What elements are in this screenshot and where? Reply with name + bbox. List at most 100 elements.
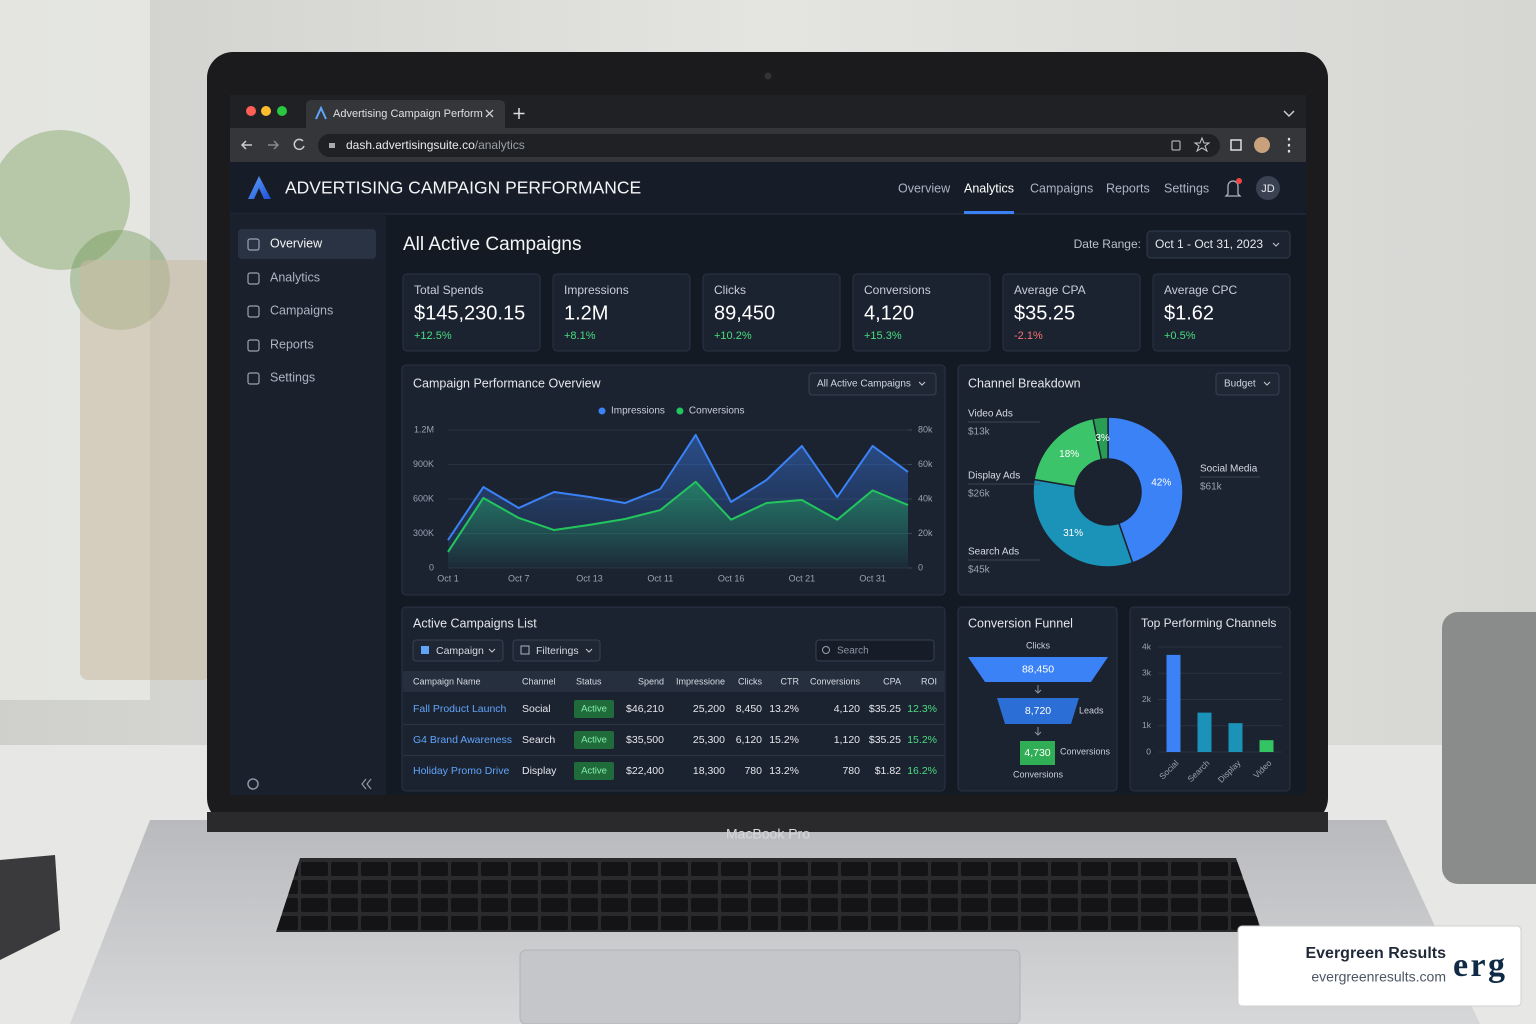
share-icon[interactable] (1171, 140, 1181, 151)
chevron (1272, 242, 1280, 247)
filter-dropdown[interactable] (808, 372, 937, 396)
sidebar-icon (247, 238, 260, 251)
address-bar[interactable] (318, 134, 1220, 157)
sidepanel-icon[interactable] (1230, 139, 1242, 151)
new-tab[interactable] (513, 108, 525, 119)
kpi-card (1002, 273, 1141, 352)
nav-link[interactable]: Campaigns (1030, 181, 1093, 195)
kpi-card (1152, 273, 1291, 352)
y2-tick-label: 20k (918, 528, 933, 538)
campaign-link[interactable]: Holiday Promo Drive (413, 765, 509, 777)
avatar[interactable] (1256, 176, 1280, 200)
forward-button[interactable] (268, 140, 280, 150)
cell: 12.3% (907, 703, 937, 715)
sidebar-settings[interactable] (247, 778, 259, 790)
profile-icon[interactable] (1254, 137, 1270, 153)
funnel-stage-name: Leads (1079, 705, 1104, 715)
panel (401, 606, 946, 792)
cell: 4,120 (834, 703, 860, 715)
cell: Search (522, 734, 555, 746)
filter-label: Filterings (536, 645, 579, 657)
slice-label: 31% (1063, 528, 1083, 539)
filter-button[interactable] (512, 639, 601, 662)
back-button[interactable] (240, 140, 252, 150)
y-tick-label: 4k (1142, 641, 1152, 651)
nav-link[interactable]: Analytics (964, 181, 1014, 195)
date-range-label: Date Range: (1074, 237, 1141, 251)
cell: $35,500 (626, 734, 664, 746)
app-logo (248, 176, 271, 199)
chevron (488, 648, 496, 653)
funnel-value: 8,720 (1025, 705, 1051, 717)
notifications[interactable] (1224, 180, 1242, 197)
search-icon (822, 646, 830, 654)
filter-button[interactable] (412, 639, 504, 662)
sidebar-item[interactable]: Reports (270, 337, 314, 351)
status-text: Active (581, 766, 607, 777)
slice-name: Search Ads (968, 547, 1019, 558)
date-range-picker[interactable] (1146, 230, 1291, 259)
legend-label: Impressions (611, 406, 665, 417)
mug (1442, 612, 1536, 884)
funnel-value: 88,450 (1022, 663, 1054, 675)
sidebar-icon (247, 339, 260, 352)
funnel-footer: Conversions (1013, 769, 1064, 779)
sidebar-item[interactable]: Settings (270, 370, 315, 384)
kpi-change: +0.5% (1164, 330, 1196, 342)
chevron (585, 648, 593, 653)
kpi-change: +8.1% (564, 330, 596, 342)
nav-link[interactable]: Overview (898, 181, 951, 195)
status-text: Active (581, 704, 607, 715)
cell: $1.82 (875, 765, 901, 777)
y2-tick-label: 60k (918, 459, 933, 469)
kpi-label: Impressions (564, 283, 629, 297)
sidebar-icon (247, 305, 260, 318)
window-close[interactable] (246, 106, 256, 116)
nav-link[interactable]: Settings (1164, 181, 1209, 195)
tab-title: Advertising Campaign Perform (333, 108, 483, 120)
reload-button[interactable] (293, 138, 305, 151)
window-maximize[interactable] (277, 106, 287, 116)
cell: 8,450 (736, 703, 762, 715)
nav-link[interactable]: Reports (1106, 181, 1150, 195)
table-header (403, 671, 944, 692)
window-minimize[interactable] (261, 106, 271, 116)
chart-title: Channel Breakdown (968, 376, 1081, 390)
donut-slice (1032, 478, 1134, 568)
column-header: Spend (638, 676, 664, 686)
series-line (447, 480, 909, 553)
cell: 16.2% (907, 765, 937, 777)
kpi-label: Clicks (714, 283, 746, 297)
tab-close[interactable] (485, 109, 494, 118)
legend-label: Conversions (689, 406, 745, 417)
tab[interactable] (306, 100, 505, 128)
sidebar-active (238, 229, 376, 259)
bookmark-icon[interactable] (1193, 136, 1211, 153)
campaign-link[interactable]: Fall Product Launch (413, 703, 507, 715)
url-host: dash.advertisingsuite.co (346, 138, 475, 152)
sidebar-item[interactable]: Overview (270, 236, 323, 250)
funnel-stage (1020, 741, 1055, 765)
kpi-value: $35.25 (1014, 302, 1075, 324)
y-tick-label: 1k (1142, 720, 1152, 730)
campaign-link[interactable]: G4 Brand Awareness (413, 734, 512, 746)
avatar-initials: JD (1261, 183, 1275, 195)
sidebar-collapse[interactable] (361, 778, 372, 790)
panel (957, 364, 1291, 596)
table-title: Active Campaigns List (413, 616, 537, 630)
tab-menu[interactable] (1283, 110, 1295, 118)
camera (764, 72, 772, 80)
sidebar-item[interactable]: Campaigns (270, 303, 333, 317)
url: dash.advertisingsuite.co/analytics (346, 138, 525, 152)
sidebar-item[interactable]: Analytics (270, 270, 320, 284)
filter-dropdown[interactable] (1215, 372, 1280, 396)
column-header: CTR (781, 676, 800, 686)
app-header (230, 162, 1306, 214)
lid-hinge (207, 812, 1328, 832)
brand-url: evergreenresults.com (1311, 969, 1446, 985)
sidebar-icon (247, 372, 260, 385)
cell: Display (522, 765, 557, 777)
column-header: Conversions (810, 676, 861, 686)
search-box[interactable] (815, 639, 935, 662)
